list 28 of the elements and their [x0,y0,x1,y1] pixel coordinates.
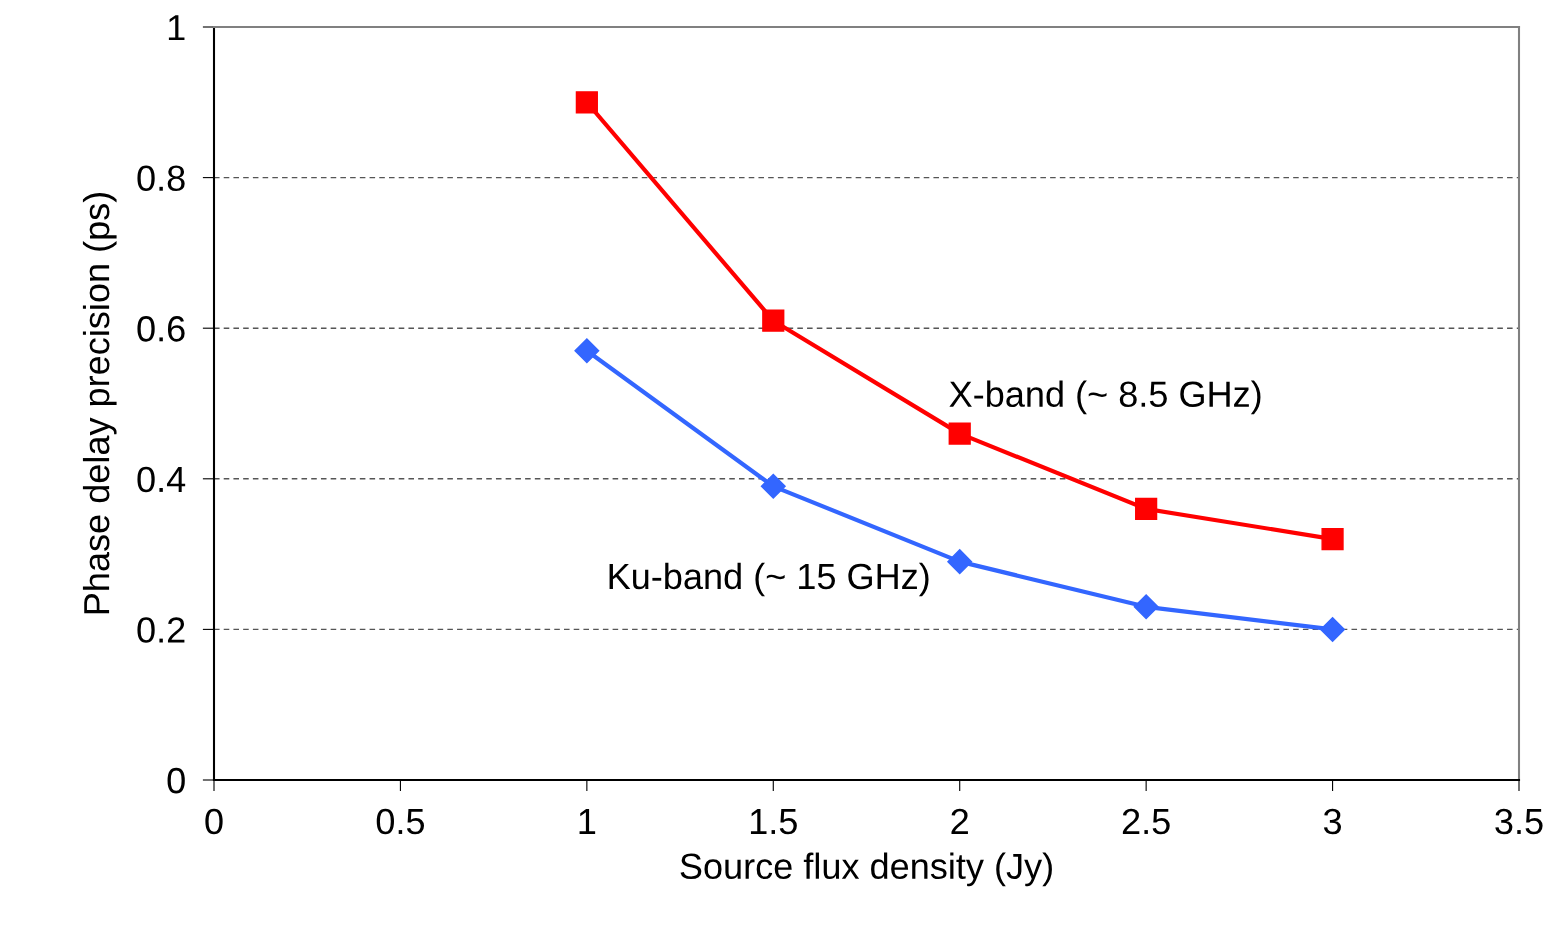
y-tick-label: 0.6 [137,316,185,342]
series-label: X-band (~ 8.5 GHz) [949,380,1261,415]
x-tick-label: 2.5 [1122,808,1170,835]
point [948,422,971,445]
point [1320,616,1346,642]
x-axis-title: Source flux density (Jy) [680,852,1052,887]
x-tick-label: 3.5 [1495,808,1543,835]
point [1133,594,1159,620]
point [1135,497,1158,521]
point [575,91,598,114]
point [760,473,786,499]
y-tick-label: 0.8 [137,165,185,192]
y-axis-title: Phase delay precision (ps) [82,192,117,614]
point [947,549,973,575]
x-tick-label: 1 [579,809,596,834]
series-label: Ku-band (~ 15 GHz) [609,562,929,597]
y-tick-label: 0 [167,767,185,794]
x-tick-label: 3 [1323,808,1342,835]
x-tick-label: 2 [951,808,968,834]
x-tick-label: 0 [205,808,223,835]
x-tick-label: 0.5 [376,808,425,835]
point [762,309,785,332]
y-tick-label: 1 [168,15,185,41]
point [574,338,600,364]
y-tick-label: 0.2 [137,617,185,643]
point [1321,527,1344,551]
x-tick-label: 1.5 [750,809,797,835]
y-tick-label: 0.4 [137,466,186,493]
